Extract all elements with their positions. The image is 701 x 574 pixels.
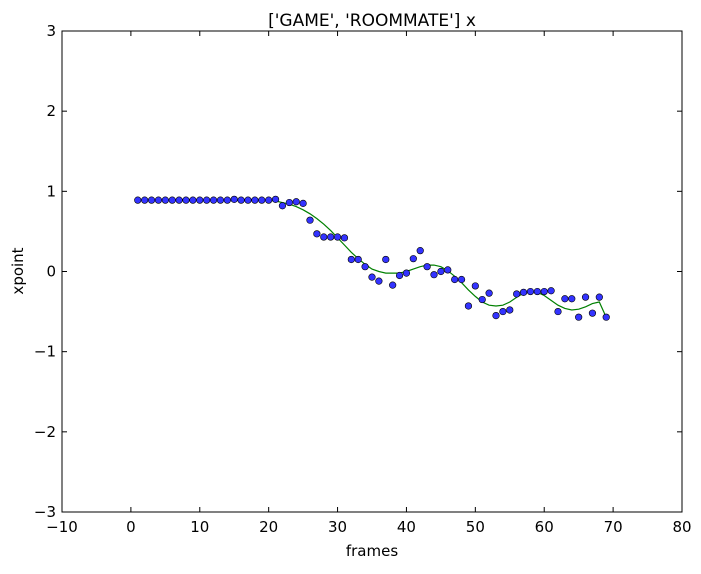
y-tick-label: 3 bbox=[46, 22, 56, 40]
data-point bbox=[285, 198, 293, 207]
y-tick-label: −1 bbox=[34, 343, 56, 361]
x-tick-label: 0 bbox=[126, 518, 136, 536]
data-point bbox=[561, 295, 569, 303]
x-tick-label: 70 bbox=[604, 518, 623, 536]
data-point bbox=[230, 195, 238, 203]
data-point bbox=[333, 233, 342, 241]
data-point bbox=[547, 287, 555, 295]
data-point bbox=[354, 255, 362, 264]
data-point bbox=[223, 196, 231, 204]
x-tick-label: 60 bbox=[535, 518, 554, 536]
y-tick-label: 1 bbox=[46, 182, 56, 200]
data-point bbox=[492, 311, 500, 320]
data-point bbox=[602, 313, 610, 321]
data-point bbox=[347, 255, 355, 264]
data-point bbox=[361, 263, 369, 271]
x-tick-label: 80 bbox=[672, 518, 691, 536]
data-point bbox=[189, 196, 197, 204]
data-point bbox=[471, 282, 479, 290]
x-axis-label: frames bbox=[346, 542, 398, 560]
x-tick-label: 30 bbox=[328, 518, 347, 536]
data-point bbox=[430, 271, 438, 279]
data-point bbox=[327, 233, 335, 241]
data-point bbox=[271, 195, 280, 203]
data-point bbox=[437, 267, 445, 276]
data-point bbox=[196, 196, 204, 204]
points-layer bbox=[134, 195, 610, 321]
data-point bbox=[568, 295, 576, 303]
data-point bbox=[278, 202, 287, 210]
data-point bbox=[533, 287, 541, 296]
x-tick-label: 50 bbox=[466, 518, 485, 536]
data-point bbox=[182, 196, 190, 204]
data-point bbox=[575, 313, 583, 321]
data-point bbox=[581, 293, 590, 301]
y-axis-label: xpoint bbox=[9, 247, 27, 294]
data-point bbox=[134, 196, 142, 204]
data-point bbox=[292, 198, 300, 206]
data-point bbox=[464, 302, 473, 310]
data-point bbox=[395, 271, 404, 280]
data-point bbox=[251, 196, 259, 204]
data-point bbox=[595, 293, 603, 301]
data-point bbox=[478, 295, 486, 304]
plot-frame bbox=[61, 30, 683, 513]
data-point bbox=[175, 196, 183, 204]
data-point bbox=[554, 307, 562, 316]
y-tick-label: 2 bbox=[46, 102, 56, 120]
data-point bbox=[313, 230, 321, 238]
x-tick-label: 10 bbox=[190, 518, 209, 536]
data-point bbox=[409, 255, 417, 263]
data-point bbox=[340, 234, 349, 242]
x-tick-label: −10 bbox=[46, 518, 78, 536]
y-tick-label: −3 bbox=[34, 503, 56, 521]
data-point bbox=[168, 196, 176, 204]
data-point bbox=[499, 307, 507, 316]
data-point bbox=[237, 196, 245, 204]
data-point bbox=[416, 247, 424, 255]
x-tick-label: 20 bbox=[259, 518, 278, 536]
data-point bbox=[154, 196, 163, 204]
data-point bbox=[161, 196, 169, 204]
data-point bbox=[444, 266, 452, 274]
data-point bbox=[306, 216, 314, 224]
data-point bbox=[375, 277, 383, 285]
data-point bbox=[485, 289, 493, 297]
data-point bbox=[258, 196, 266, 204]
chart-title: ['GAME', 'ROOMMATE'] x bbox=[268, 11, 476, 31]
data-point bbox=[382, 255, 390, 264]
data-point bbox=[265, 196, 273, 204]
data-point bbox=[244, 196, 252, 204]
data-point bbox=[368, 273, 376, 281]
data-point bbox=[203, 196, 211, 204]
x-tick-label: 40 bbox=[397, 518, 416, 536]
data-point bbox=[320, 233, 328, 241]
data-point bbox=[451, 275, 459, 284]
data-point bbox=[299, 199, 307, 207]
data-point bbox=[588, 309, 597, 317]
data-point bbox=[141, 196, 149, 204]
data-point bbox=[389, 281, 397, 289]
data-point bbox=[147, 196, 156, 204]
y-tick-label: 0 bbox=[46, 263, 56, 281]
y-tick-label: −2 bbox=[34, 423, 56, 441]
data-point bbox=[513, 290, 521, 298]
data-point bbox=[402, 269, 411, 277]
data-point bbox=[423, 263, 431, 271]
data-point bbox=[540, 287, 548, 296]
data-point bbox=[506, 306, 514, 314]
data-point bbox=[209, 196, 218, 204]
data-point bbox=[519, 288, 528, 296]
data-point bbox=[457, 275, 466, 284]
data-point bbox=[216, 196, 225, 204]
data-point bbox=[526, 287, 535, 296]
